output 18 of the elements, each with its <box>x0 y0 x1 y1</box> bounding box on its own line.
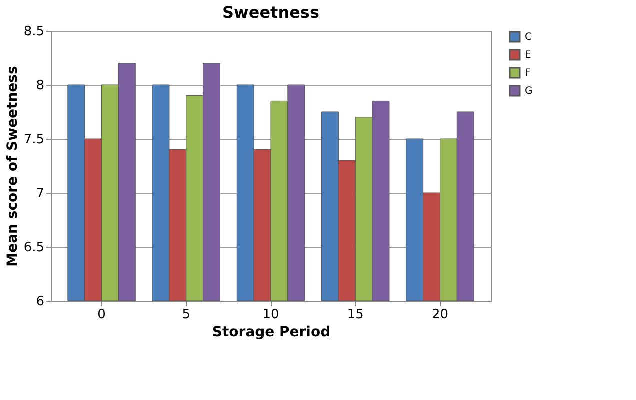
x-tick-label: 15 <box>347 308 364 322</box>
y-tick-label: 6.5 <box>24 240 44 256</box>
y-tick-label: 7.5 <box>24 132 44 148</box>
y-tick-label: 8 <box>36 78 44 94</box>
legend-label: G <box>525 86 533 97</box>
y-tick-label: 7 <box>36 186 44 202</box>
legend-label: C <box>525 32 532 43</box>
x-tick-label: 20 <box>432 308 449 322</box>
x-tick-label: 10 <box>262 308 280 322</box>
legend-label: F <box>525 68 531 79</box>
y-tick-label: 6 <box>36 294 44 310</box>
x-axis-title: Storage Period <box>212 324 331 340</box>
y-tick-label: 8.5 <box>24 24 44 40</box>
legend-label: E <box>525 50 532 61</box>
x-tick-label: 5 <box>182 308 191 322</box>
y-axis-title: Mean score of Sweetness <box>4 66 21 267</box>
chart-title: Sweetness <box>222 3 320 22</box>
x-tick-label: 0 <box>98 308 106 322</box>
